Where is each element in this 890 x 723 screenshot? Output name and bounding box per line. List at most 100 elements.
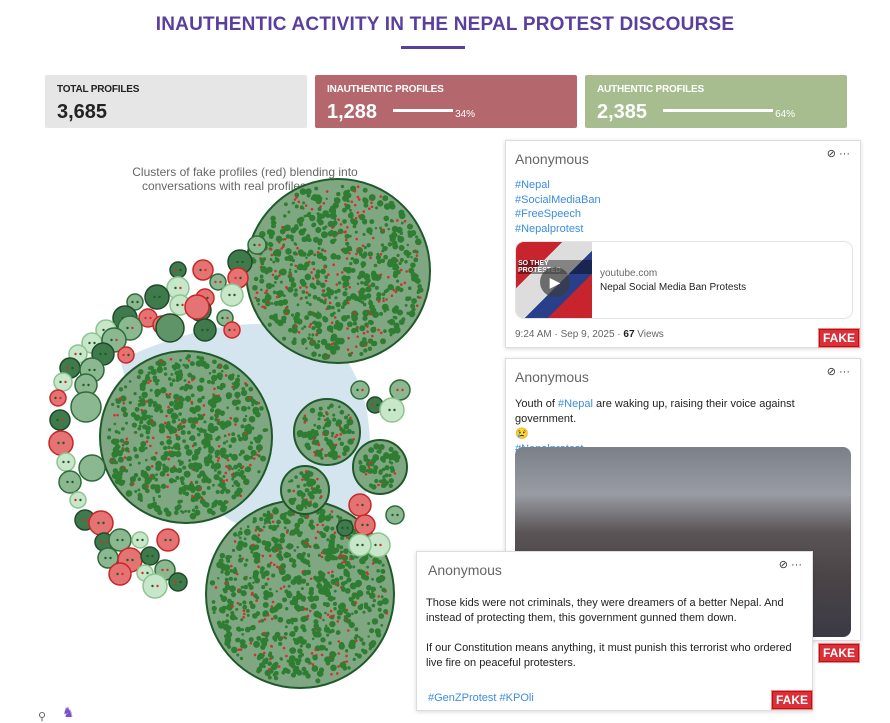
block-icon[interactable]: ⊘	[778, 559, 788, 571]
views-label: Views	[634, 329, 664, 340]
real-profile-dot	[339, 535, 345, 541]
real-profile-dot	[293, 604, 300, 610]
real-profile-dot	[199, 356, 205, 362]
real-profile-dot	[306, 252, 311, 257]
hashtag-link[interactable]: #SocialMediaBan	[515, 193, 601, 206]
real-profile-dot	[315, 325, 318, 328]
fake-profile-dot	[330, 510, 334, 513]
real-profile-dot	[304, 537, 310, 543]
real-profile-dot	[154, 402, 158, 406]
real-profile-dot	[347, 438, 354, 445]
real-profile-dot	[184, 491, 190, 497]
hashtag-link[interactable]: #GenZProtest #KPOli	[428, 692, 534, 704]
real-profile-dot	[249, 441, 254, 445]
real-profile-dot	[317, 353, 322, 357]
post-card[interactable]: Anonymous ⊘ ··· Those kids were not crim…	[416, 551, 813, 711]
real-profile-dot	[172, 478, 175, 482]
real-profile-dot	[261, 641, 268, 647]
real-profile-dot	[194, 509, 201, 516]
real-profile-dot	[232, 569, 238, 575]
real-profile-dot	[377, 607, 382, 612]
fake-profile-dot	[385, 612, 389, 615]
profile-dot	[105, 540, 108, 544]
hashtag-link[interactable]: #Nepalprotest	[515, 222, 584, 235]
real-profile-dot	[343, 609, 348, 614]
fake-profile-dot	[346, 225, 349, 229]
stat-label: TOTAL PROFILES	[57, 84, 140, 95]
real-profile-dot	[383, 254, 388, 260]
fake-profile-dot	[145, 440, 149, 443]
fake-profile-dot	[113, 413, 116, 417]
fake-profile-dot	[322, 432, 325, 436]
fake-profile-dot	[336, 620, 340, 623]
real-profile-dot	[111, 402, 115, 407]
profile-cluster-circle	[49, 409, 71, 431]
real-profile-dot	[306, 488, 310, 492]
real-profile-dot	[169, 466, 176, 473]
profile-dot	[393, 408, 396, 412]
fake-profile-dot	[353, 189, 357, 193]
profile-cluster-circle	[169, 261, 187, 279]
block-icon[interactable]: ⊘	[826, 148, 836, 160]
real-profile-dot	[184, 444, 190, 450]
real-profile-dot	[366, 243, 371, 248]
real-profile-dot	[371, 577, 374, 581]
real-profile-dot	[410, 262, 416, 268]
real-profile-dot	[236, 637, 241, 642]
real-profile-dot	[206, 508, 213, 514]
real-profile-dot	[412, 298, 416, 302]
real-profile-dot	[389, 218, 394, 223]
real-profile-dot	[356, 653, 362, 659]
real-profile-dot	[141, 379, 148, 386]
profile-dot	[82, 383, 85, 387]
play-icon[interactable]: ▶	[540, 267, 570, 297]
real-profile-dot	[362, 309, 370, 317]
real-profile-dot	[362, 187, 368, 193]
profile-cluster-circle	[53, 372, 73, 392]
real-profile-dot	[336, 609, 343, 616]
real-profile-dot	[244, 428, 248, 432]
post-card[interactable]: Anonymous ⊘ ··· #Nepal #SocialMediaBan #…	[505, 140, 861, 348]
real-profile-dot	[396, 309, 403, 316]
hashtag-link[interactable]: #FreeSpeech	[515, 208, 582, 220]
profile-dot	[99, 352, 102, 356]
real-profile-dot	[166, 408, 173, 415]
real-profile-dot	[121, 480, 126, 484]
real-profile-dot	[277, 299, 285, 307]
fake-profile-dot	[258, 620, 261, 623]
link-preview[interactable]: SO THEY PROTESTED ▶ youtube.com Nepal So…	[515, 241, 853, 319]
real-profile-dot	[248, 415, 256, 423]
real-profile-dot	[317, 340, 321, 343]
real-profile-dot	[335, 320, 340, 325]
real-profile-dot	[335, 301, 341, 308]
real-profile-dot	[252, 518, 257, 523]
search-icon[interactable]: ⚲	[38, 711, 47, 723]
real-profile-dot	[344, 233, 350, 239]
real-profile-dot	[355, 222, 358, 225]
more-icon[interactable]: ···	[839, 148, 850, 160]
more-icon[interactable]: ···	[791, 559, 802, 571]
real-profile-dot	[277, 290, 284, 297]
profile-cluster-circle	[144, 284, 170, 310]
hashtag-link[interactable]: #Nepal	[558, 398, 593, 410]
real-profile-dot	[339, 427, 344, 432]
real-profile-dot	[252, 284, 258, 291]
real-profile-dot	[398, 244, 405, 251]
hashtag-link[interactable]: #Nepal	[515, 179, 550, 191]
fake-profile-dot	[269, 248, 273, 251]
real-profile-dot	[349, 639, 356, 647]
stat-percent: 34%	[455, 109, 476, 120]
profile-cluster-circle	[88, 510, 114, 536]
real-profile-dot	[165, 510, 172, 517]
fake-profile-dot	[183, 420, 187, 424]
real-profile-dot	[282, 294, 286, 298]
more-icon[interactable]: ···	[839, 366, 850, 378]
real-profile-dot	[321, 293, 325, 297]
real-profile-dot	[121, 427, 125, 431]
real-profile-dot	[261, 585, 266, 590]
real-profile-dot	[308, 333, 311, 336]
fake-profile-dot	[266, 577, 270, 581]
block-icon[interactable]: ⊘	[826, 366, 836, 378]
post-text: Those kids were not criminals, they were…	[426, 596, 806, 671]
fake-profile-dot	[415, 304, 419, 307]
